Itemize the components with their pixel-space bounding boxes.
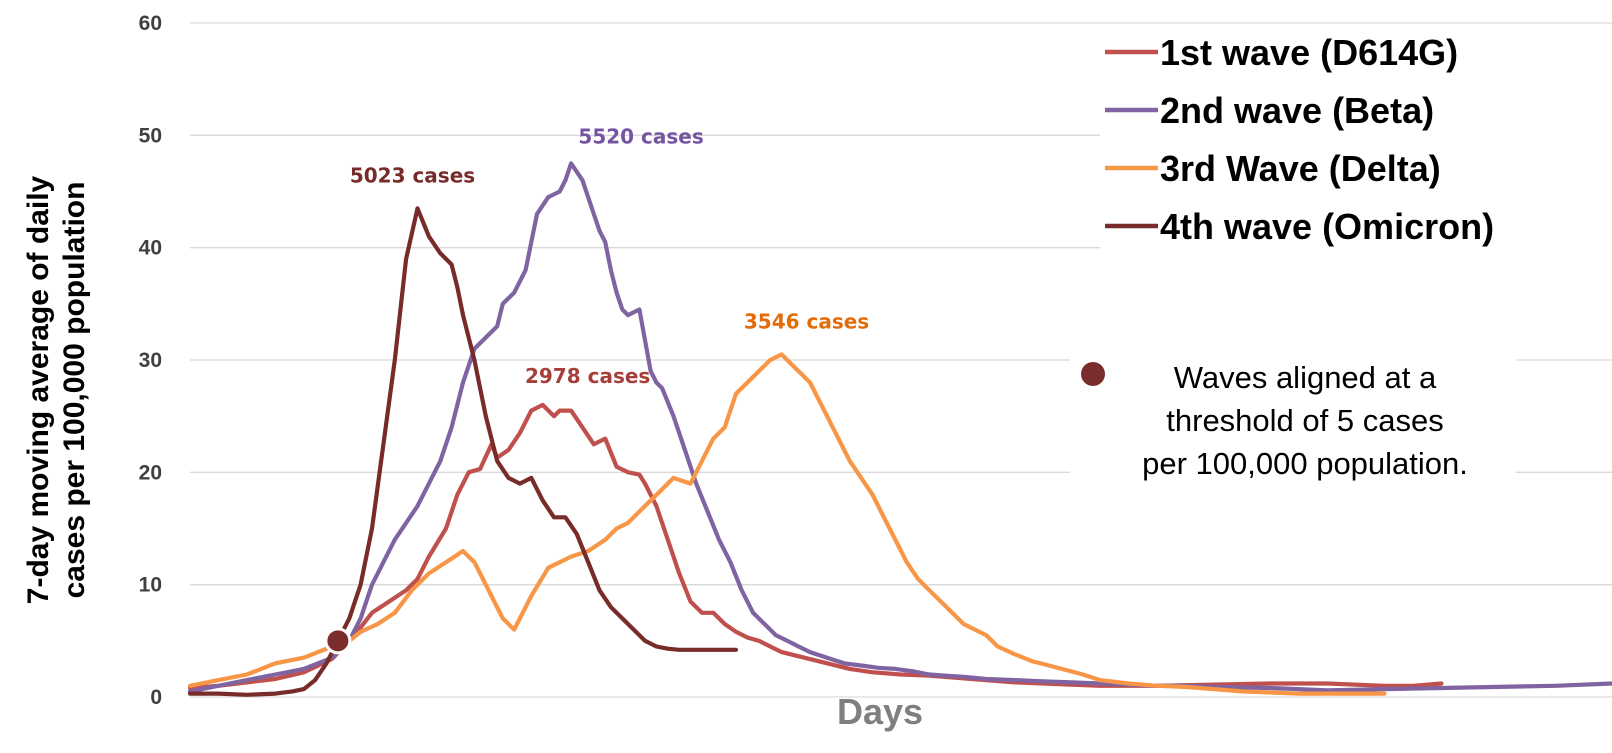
legend-item-2: 2nd wave (Beta) — [1105, 90, 1434, 131]
y-tick-label: 50 — [139, 124, 162, 147]
peak-label-3: 3546 cases — [744, 309, 869, 333]
legend-label: 1st wave (D614G) — [1160, 32, 1458, 73]
y-tick-label: 0 — [150, 686, 162, 709]
note-line: per 100,000 population. — [1142, 446, 1468, 481]
y-tick-label: 20 — [139, 461, 162, 484]
series-lines — [187, 161, 1612, 697]
legend-item-1: 1st wave (D614G) — [1105, 32, 1458, 73]
legend-label: 3rd Wave (Delta) — [1160, 148, 1441, 189]
legend-label: 2nd wave (Beta) — [1160, 90, 1434, 131]
y-axis-title-line: 7-day moving average of daily — [22, 175, 55, 604]
note-marker-icon — [1081, 362, 1105, 386]
note-background — [1070, 352, 1516, 492]
series-line-3 — [187, 352, 1387, 696]
peak-label-2: 5520 cases — [578, 124, 703, 148]
note-line: Waves aligned at a — [1174, 360, 1437, 395]
alignment-marker — [324, 627, 352, 655]
note-line: threshold of 5 cases — [1166, 403, 1443, 438]
peak-label-4: 5023 cases — [350, 163, 475, 187]
legend-background — [1100, 24, 1612, 264]
y-tick-label: 40 — [139, 237, 162, 260]
series-line-4 — [187, 206, 739, 697]
y-tick-label: 30 — [139, 349, 162, 372]
legend-label: 4th wave (Omicron) — [1160, 206, 1494, 247]
gridlines — [190, 22, 1612, 698]
series-line-2 — [187, 161, 1612, 694]
alignment-note: Waves aligned at a threshold of 5 cases pe… — [1070, 352, 1516, 492]
y-axis-ticks: 0 10 20 30 40 50 60 — [139, 12, 162, 709]
legend-item-4: 4th wave (Omicron) — [1105, 206, 1494, 247]
y-axis-title-line: cases per 100,000 population — [58, 182, 91, 599]
y-tick-label: 10 — [139, 574, 162, 597]
x-axis-title: Days — [837, 691, 923, 732]
y-tick-label: 60 — [139, 12, 162, 35]
peak-label-1: 2978 cases — [525, 364, 650, 388]
legend: 1st wave (D614G) 2nd wave (Beta) 3rd Wave … — [1100, 24, 1612, 264]
y-axis-title: 7-day moving average of daily cases per 1… — [22, 175, 91, 604]
legend-item-3: 3rd Wave (Delta) — [1105, 148, 1441, 189]
peak-annotations: 2978 cases 5520 cases 3546 cases 5023 cases — [350, 124, 869, 388]
